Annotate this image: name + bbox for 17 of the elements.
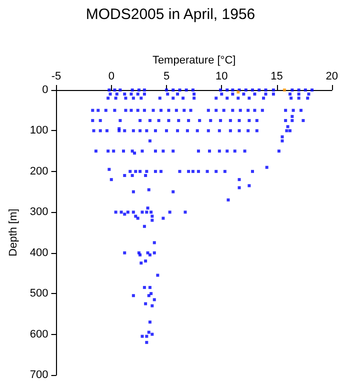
y-axis-title: Depth [m] bbox=[8, 208, 20, 256]
y-tick-label: 600 bbox=[30, 328, 48, 340]
y-tick-label: 200 bbox=[30, 165, 48, 178]
x-tick-label: 0 bbox=[108, 70, 114, 82]
x-tick-label: 20 bbox=[326, 70, 338, 82]
y-tick-label: 100 bbox=[30, 124, 48, 137]
y-tick-label: 400 bbox=[30, 246, 48, 259]
x-axis-title: Temperature [°C] bbox=[152, 54, 236, 67]
x-tick-label: 5 bbox=[163, 70, 170, 82]
x-tick-label: 10 bbox=[216, 70, 228, 82]
y-tick-label: 700 bbox=[30, 369, 48, 381]
y-tick-label: 500 bbox=[30, 288, 48, 300]
x-tick-label: -5 bbox=[51, 70, 62, 82]
y-tick-label: 0 bbox=[42, 84, 48, 96]
y-tick-label: 300 bbox=[30, 206, 48, 218]
chart-title: MODS2005 in April, 1956 bbox=[86, 6, 256, 23]
x-tick-label: 15 bbox=[270, 70, 283, 82]
